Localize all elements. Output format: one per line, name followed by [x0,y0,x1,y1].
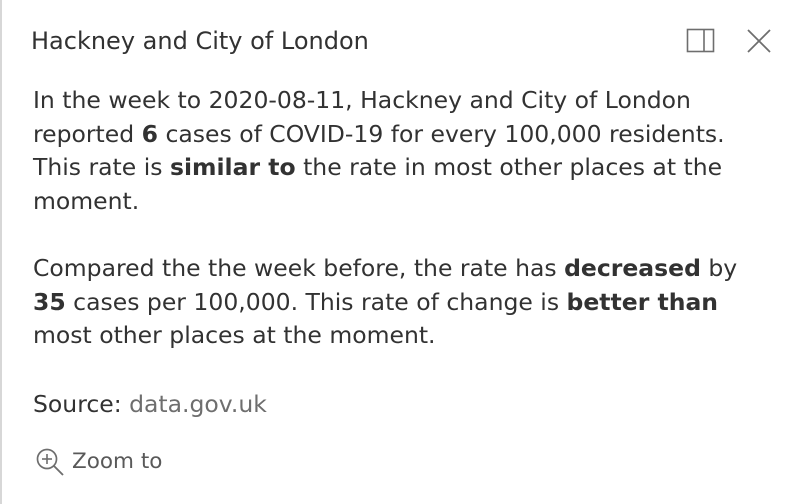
popup-title: Hackney and City of London [31,27,369,55]
change-direction: decreased [564,254,701,282]
source-line: Source: data.gov.uk [33,388,267,421]
rate-text-part: In the week to 2020-08-11, Hackney and C… [33,86,691,148]
rate-paragraph: In the week to 2020-08-11, Hackney and C… [33,84,773,218]
rate-comparison: similar to [169,153,296,181]
dock-button[interactable] [680,24,720,56]
popup-header: Hackney and City of London [2,0,800,82]
rate-text-part: cases of COVID-19 for every 100,000 resi… [33,119,725,182]
close-icon [747,29,771,53]
change-comparison: better than [566,287,719,316]
source-label: Source: [33,390,130,418]
rate-text-part: the rate in most other places at the mom… [33,153,723,215]
zoom-in-magnifier-icon [36,448,64,476]
cases-value: 6 [141,119,158,148]
zoom-to-label: Zoom to [72,449,163,474]
change-text-part: cases per 100,000. This rate of change i… [65,287,567,316]
close-button[interactable] [740,24,780,56]
change-paragraph: Compared the the week before, the rate h… [33,252,773,353]
source-link[interactable]: data.gov.uk [129,390,267,418]
popup-content: In the week to 2020-08-11, Hackney and C… [33,84,773,353]
change-value: 35 [33,287,66,316]
change-text-part: most other places at the moment. [33,321,436,349]
change-text-part: by [700,254,738,282]
change-text-part: Compared the the week before, the rate h… [33,254,565,282]
dock-side-icon [686,28,715,53]
zoom-to-button[interactable]: Zoom to [34,444,162,480]
